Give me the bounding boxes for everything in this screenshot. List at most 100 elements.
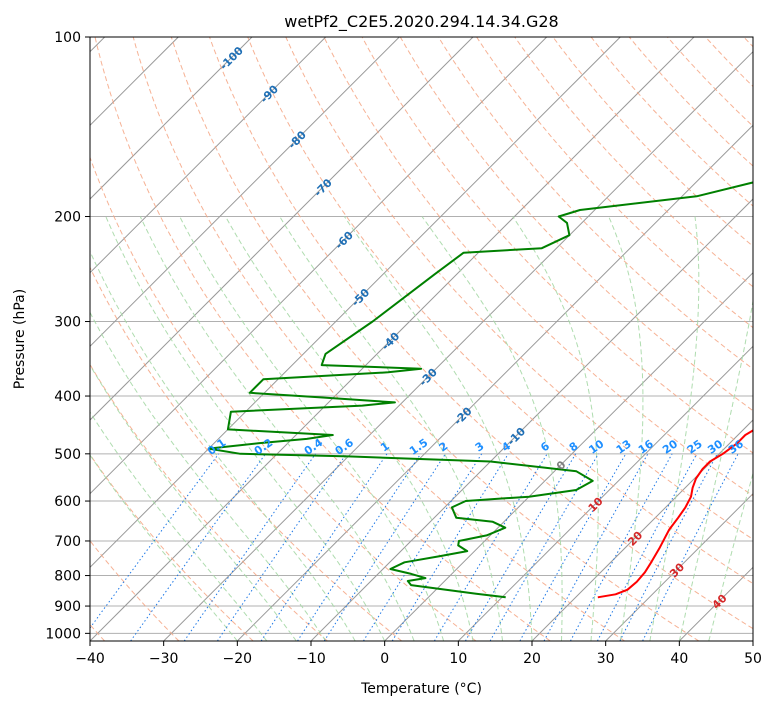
chart-title: wetPf2_C2E5.2020.294.14.34.G28	[284, 12, 558, 32]
dry-adiabat	[514, 37, 753, 288]
moist-adiabat	[90, 250, 356, 641]
isotherm-line	[90, 37, 253, 200]
x-tick-label: 40	[670, 651, 688, 667]
dry-adiabat	[743, 37, 753, 48]
mixing-ratio-line	[489, 453, 599, 641]
moist-adiabat	[179, 216, 445, 641]
dry-adiabat	[361, 37, 753, 454]
moist-adiabat	[678, 298, 753, 641]
isotherm-label: 40	[710, 592, 730, 612]
moist-adiabat	[708, 471, 753, 641]
dry-adiabat	[590, 37, 753, 207]
y-tick-label: 200	[54, 210, 81, 226]
mixing-ratio-line	[90, 453, 220, 629]
dewpoint-profile-line	[207, 181, 753, 599]
x-tick-label: −30	[149, 651, 179, 667]
moist-adiabat	[343, 216, 533, 641]
mixing-ratio-label: 2	[437, 439, 451, 454]
mixing-ratio-line	[464, 453, 577, 641]
isotherm-line	[90, 37, 327, 274]
moist-adiabat	[279, 216, 503, 641]
y-tick-label: 800	[54, 569, 81, 585]
isotherm-label: -70	[312, 176, 335, 199]
x-tick-label: 0	[380, 651, 389, 667]
y-axis-label: Pressure (hPa)	[12, 289, 28, 389]
isotherm-line	[752, 640, 753, 641]
y-tick-label: 500	[54, 447, 81, 463]
mixing-ratio-line	[323, 453, 446, 641]
dry-adiabat	[285, 37, 753, 540]
moist-adiabat	[90, 454, 238, 641]
dry-adiabat	[132, 37, 625, 641]
mixing-ratio-line	[183, 453, 316, 641]
moist-adiabat	[90, 411, 268, 641]
moist-adiabat	[421, 216, 563, 641]
dry-adiabat	[170, 37, 700, 641]
dry-adiabat	[90, 453, 254, 641]
isotherm-label: 20	[625, 529, 645, 549]
mixing-ratio-label: 0.6	[333, 436, 357, 458]
dry-adiabat	[705, 37, 753, 88]
x-tick-label: −10	[296, 651, 326, 667]
dry-adiabat	[90, 266, 403, 641]
mixing-ratio-line	[391, 453, 509, 641]
moist-adiabat	[105, 216, 386, 641]
dry-adiabat	[628, 37, 753, 167]
x-tick-label: −20	[223, 651, 253, 667]
isotherm-line	[163, 50, 753, 641]
mixing-ratio-label: 0.1	[205, 436, 228, 458]
moist-adiabat	[608, 216, 644, 641]
isotherm-label: 10	[586, 494, 606, 514]
dry-adiabat	[94, 37, 551, 641]
isotherm-line	[90, 37, 400, 348]
plot-frame	[89, 36, 754, 642]
moist-adiabat	[90, 364, 297, 641]
mixing-ratio-line	[260, 453, 388, 641]
mixing-ratio-label: 1	[378, 439, 392, 454]
y-tick-label: 600	[54, 494, 81, 510]
isotherm-line	[531, 419, 753, 641]
mixing-ratio-line	[433, 453, 548, 641]
isotherm-label: -50	[349, 286, 372, 309]
mixing-ratio-line	[596, 453, 698, 641]
isotherm-line	[605, 492, 753, 641]
mixing-ratio-line	[297, 453, 422, 641]
moist-adiabat	[512, 216, 599, 641]
isotherm-label: -100	[217, 44, 246, 73]
moist-adiabat	[90, 311, 327, 641]
dry-adiabat	[90, 156, 477, 641]
dry-adiabat	[667, 37, 753, 127]
dry-adiabat	[437, 37, 753, 370]
isotherm-label: -20	[451, 404, 474, 427]
mixing-ratio-line	[519, 453, 627, 641]
isotherm-label: -80	[286, 128, 309, 151]
dry-adiabat	[476, 37, 753, 329]
moist-adiabat	[649, 216, 700, 641]
mixing-ratio-line	[130, 453, 267, 641]
y-tick-label: 1000	[45, 626, 81, 642]
mixing-ratio-label: 3	[473, 439, 487, 454]
mixing-ratio-label: 6	[538, 439, 552, 454]
mixing-ratio-line	[362, 453, 483, 641]
isotherm-label: 30	[667, 560, 687, 580]
isotherm-line	[678, 566, 753, 641]
dry-adiabat	[90, 363, 328, 641]
dry-adiabat	[552, 37, 753, 247]
moist-adiabat	[139, 216, 415, 641]
mixing-ratio-line	[569, 453, 673, 641]
x-axis-label: Temperature (°C)	[360, 681, 482, 697]
isotherm-label: -60	[333, 228, 356, 251]
dry-adiabat	[399, 37, 753, 412]
mixing-ratio-line	[216, 453, 347, 641]
isotherm-line	[90, 37, 695, 641]
x-tick-label: 10	[449, 651, 467, 667]
y-tick-label: 700	[54, 534, 81, 550]
x-tick-label: 30	[597, 651, 615, 667]
y-tick-label: 400	[54, 389, 81, 405]
y-tick-label: 300	[54, 315, 81, 331]
mixing-ratio-label: 1.5	[407, 436, 430, 458]
dry-adiabat	[209, 37, 753, 630]
x-tick-label: −40	[75, 651, 105, 667]
